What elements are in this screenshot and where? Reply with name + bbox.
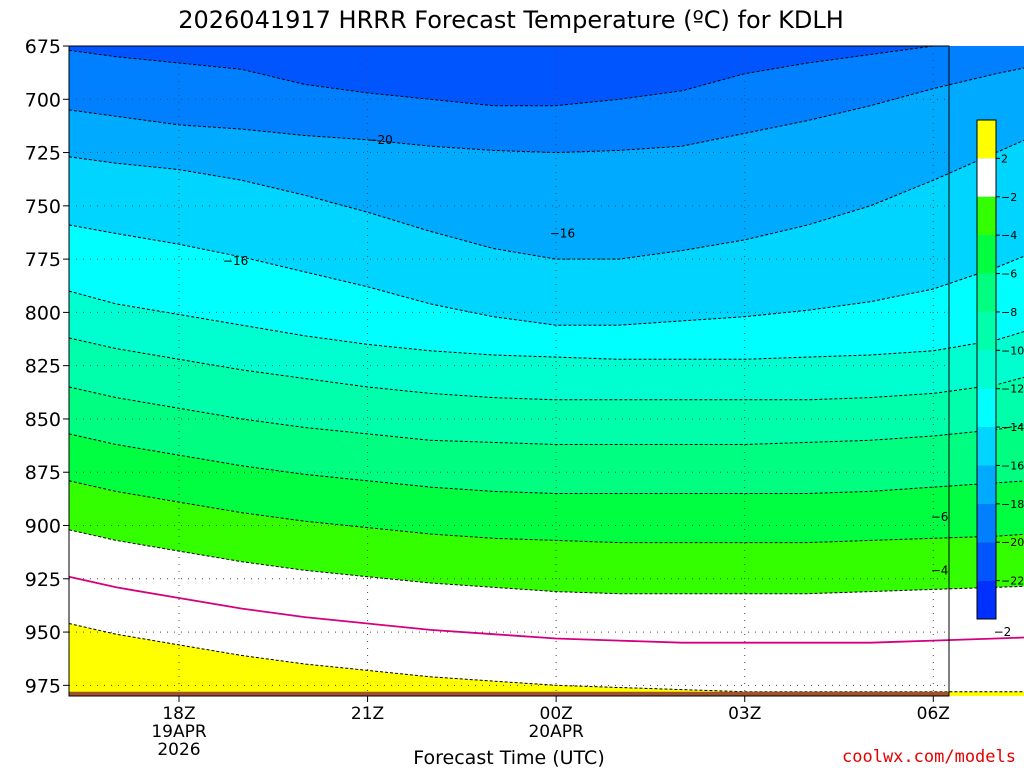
colorbar-swatch — [977, 158, 996, 197]
x-tick-label: 19APR — [151, 722, 207, 742]
x-tick-label: 06Z — [917, 704, 950, 724]
ground-fill — [69, 691, 949, 696]
colorbar-tick-label: −20 — [1001, 536, 1024, 549]
y-tick-label: 975 — [25, 675, 61, 697]
y-tick-label: 750 — [25, 196, 61, 218]
contour-fill-bands — [69, 46, 1024, 696]
isotherm-line-minus-12 — [68, 290, 1024, 360]
x-axis-label: Forecast Time (UTC) — [413, 747, 604, 768]
contour-label: −16 — [550, 227, 575, 241]
isotherm-line-minus-16 — [68, 139, 1024, 260]
x-tick-label: 03Z — [728, 704, 761, 724]
y-tick-label: 675 — [25, 36, 61, 58]
y-tick-label: 825 — [25, 356, 61, 378]
colorbar-swatch — [977, 542, 996, 581]
contour-label: −16 — [223, 254, 248, 268]
isotherm-line-minus-10 — [68, 337, 1024, 401]
isotherm-line-2 — [68, 623, 1024, 693]
y-tick-label: 850 — [25, 409, 61, 431]
x-axis: 18Z19APR202621Z00Z20APR03Z06Z09Z — [151, 696, 950, 760]
isotherm-line-minus-6 — [68, 433, 1024, 494]
y-tick-label: 800 — [25, 302, 61, 324]
y-tick-label: 950 — [25, 622, 61, 644]
credit-text: coolwx.com/models — [842, 747, 1016, 767]
y-tick-label: 725 — [25, 143, 61, 165]
colorbar-tick-label: −4 — [1001, 229, 1017, 242]
colorbar-tick-label: −18 — [1001, 498, 1024, 511]
colorbar-swatch — [977, 427, 996, 466]
x-tick-label: 18Z — [162, 704, 195, 724]
colorbar-tick-label: −10 — [1001, 344, 1024, 357]
colorbar-tick-label: −12 — [1001, 383, 1024, 396]
colorbar-swatch — [977, 350, 996, 389]
y-tick-label: 925 — [25, 569, 61, 591]
x-tick-label: 2026 — [157, 740, 200, 760]
contour-labels: −20 −16 −16 −6 −4 −2 — [223, 133, 1012, 639]
colorbar: 2 −2 −4 −6 −8 −10 −12 −14 −16 −18 −20 −22 — [976, 119, 1024, 620]
colorbar-tick-label: −16 — [1001, 459, 1024, 472]
contour-label: −2 — [994, 625, 1012, 639]
colorbar-swatch — [977, 465, 996, 504]
x-tick-label: 21Z — [351, 704, 384, 724]
x-tick-label: 00Z — [540, 704, 573, 724]
y-tick-label: 875 — [25, 462, 61, 484]
colorbar-swatch — [977, 503, 996, 543]
isotherm-line-minus-18 — [68, 67, 1024, 154]
plot-area: −20 −16 −16 −6 −4 −2 — [68, 45, 1024, 697]
colorbar-swatch — [977, 235, 996, 274]
contour-lines — [68, 45, 1024, 693]
colorbar-tick-label: −2 — [1001, 191, 1017, 204]
colorbar-tick-label: −6 — [1001, 268, 1017, 281]
plot-frame — [68, 45, 950, 697]
ground-below-surface — [69, 691, 949, 696]
x-tick-label: 20APR — [528, 722, 584, 742]
colorbar-swatch — [977, 388, 996, 428]
colorbar-tick-label: −22 — [1001, 575, 1024, 588]
y-tick-label: 775 — [25, 249, 61, 271]
colorbar-tick-label: −8 — [1001, 306, 1017, 319]
colorbar-swatch — [977, 120, 996, 159]
colorbar-frame — [976, 119, 997, 620]
colorbar-tick-label: 2 — [1001, 152, 1008, 165]
y-tick-label: 900 — [25, 516, 61, 538]
colorbar-swatch — [977, 196, 996, 236]
isotherm-line-minus-20 — [68, 45, 934, 107]
isotherm-line-minus-4 — [68, 480, 1024, 544]
contour-label: −20 — [367, 133, 392, 147]
chart-title: 2026041917 HRRR Forecast Temperature (ºC… — [178, 6, 844, 34]
band-above-2 — [69, 623, 1024, 696]
colorbar-swatch — [977, 580, 996, 619]
y-tick-label: 700 — [25, 89, 61, 111]
isotherm-line-0 — [68, 575, 1024, 644]
colorbar-swatch — [977, 273, 996, 312]
y-axis: 675 700 725 750 775 800 825 850 875 900 925 950 975 — [25, 36, 69, 697]
isotherm-line-minus-2 — [68, 529, 1024, 595]
isotherm-line-minus-14 — [68, 224, 1024, 326]
isotherm-line-minus-8 — [68, 386, 1024, 445]
contour-label: −6 — [931, 510, 949, 524]
colorbar-swatch — [977, 311, 996, 351]
contour-label: −4 — [931, 563, 949, 577]
colorbar-tick-label: −14 — [1001, 421, 1024, 434]
